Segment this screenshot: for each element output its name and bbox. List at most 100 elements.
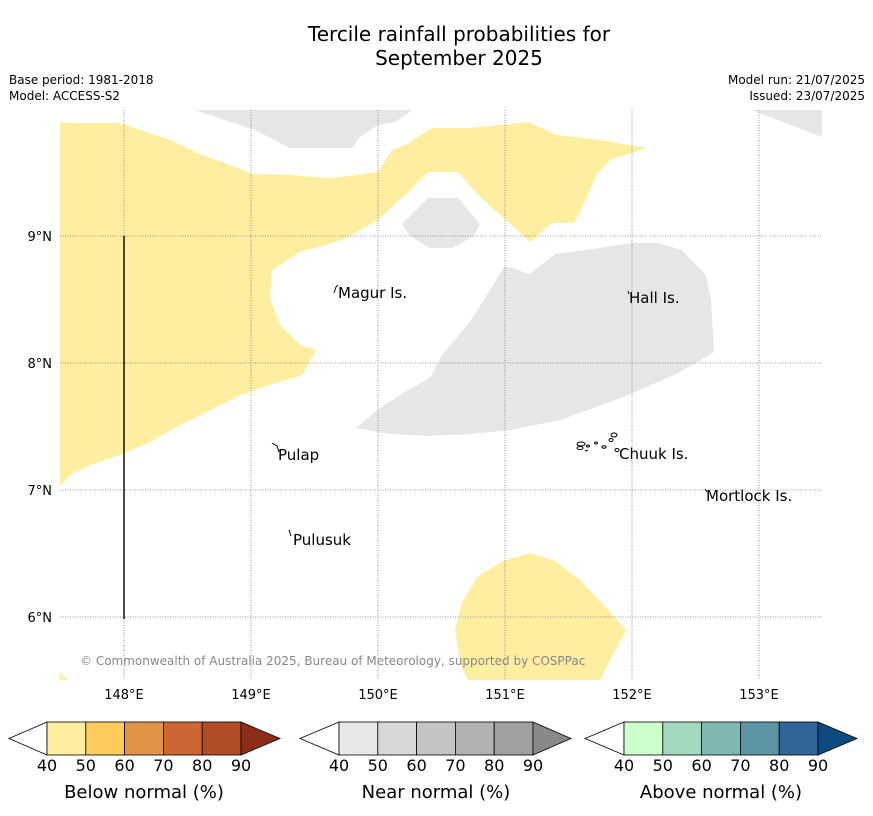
label-mortlock: Mortlock Is.: [706, 487, 792, 505]
lon-label-148: 148°E: [104, 688, 144, 703]
place-labels: Magur Is. Hall Is. Pulap Chuuk Is. Mortl…: [278, 284, 792, 549]
below-normal-region-west: [60, 122, 646, 486]
above-normal-tick-label: 80: [769, 756, 789, 775]
label-magur: Magur Is.: [338, 284, 407, 302]
chuuk-islet: [608, 438, 614, 442]
chuuk-islet: [594, 441, 598, 445]
near-normal-segment: [377, 721, 417, 756]
chuuk-islet: [614, 448, 620, 452]
above-normal-label: Above normal (%): [640, 782, 802, 803]
above-normal-tick-label: 50: [653, 756, 673, 775]
magur-island-shape: [333, 284, 339, 294]
title-line-1: Tercile rainfall probabilities for: [307, 22, 611, 46]
metadata-right: Model run: 21/07/2025 Issued: 23/07/2025: [728, 72, 865, 104]
above-normal-tick-label: 90: [808, 756, 828, 775]
near-normal-tick-label: 70: [445, 756, 465, 775]
lon-label-152: 152°E: [612, 688, 652, 703]
above-normal-segment: [623, 721, 664, 756]
near-normal-segment: [416, 721, 456, 756]
below-normal-tick-label: 70: [153, 756, 173, 775]
near-normal-colorbar: 40 50 60 70 80 90 Near normal (%): [298, 721, 573, 803]
above-normal-colorbar: 40 50 60 70 80 90 Above normal (%): [583, 721, 859, 803]
lon-label-153: 153°E: [739, 688, 779, 703]
below-normal-segment: [124, 721, 164, 756]
above-normal-min-extend: [583, 721, 625, 756]
base-period: Base period: 1981-2018: [9, 73, 154, 87]
below-normal-tick-label: 80: [192, 756, 212, 775]
copyright-notice: © Commonwealth of Australia 2025, Bureau…: [80, 654, 585, 668]
below-normal-segment: [46, 721, 87, 756]
below-normal-tick-label: 90: [231, 756, 251, 775]
lat-label-7n: 7°N: [28, 484, 53, 499]
graticule: [60, 110, 822, 680]
near-normal-segment: [493, 721, 534, 756]
above-normal-segment: [778, 721, 819, 756]
lat-label-8n: 8°N: [28, 357, 53, 372]
chuuk-lagoon-islands: [576, 432, 620, 452]
longitude-labels: 148°E 149°E 150°E 151°E 152°E 153°E: [104, 688, 779, 703]
colorbars: 40 50 60 70 80 90 Below normal (%) 40 50 60 70 80 90…: [7, 721, 859, 803]
near-normal-segment: [454, 721, 495, 756]
below-normal-segment: [201, 721, 242, 756]
near-normal-region-north: [195, 110, 412, 148]
near-normal-max-extend: [532, 721, 573, 756]
near-normal-tick-label: 90: [523, 756, 543, 775]
label-chuuk: Chuuk Is.: [619, 445, 688, 463]
issued-date: Issued: 23/07/2025: [749, 89, 865, 103]
pulusuk-island-shape: [288, 529, 292, 537]
chuuk-islet: [576, 446, 584, 450]
metadata-left: Base period: 1981-2018 Model: ACCESS-S2: [9, 72, 154, 104]
below-normal-tick-label: 60: [114, 756, 134, 775]
chuuk-islet: [601, 445, 607, 449]
below-normal-max-extend: [240, 721, 282, 756]
pulap-island-shape: [271, 442, 280, 453]
near-normal-min-extend: [298, 721, 340, 756]
near-normal-region-center-north: [402, 198, 480, 248]
map-panel: Magur Is. Hall Is. Pulap Chuuk Is. Mortl…: [60, 110, 822, 680]
lat-label-9n: 9°N: [28, 230, 53, 245]
chuuk-islet: [584, 449, 589, 452]
map-title: Tercile rainfall probabilities for Septe…: [0, 22, 873, 70]
chuuk-islet: [586, 444, 590, 448]
below-normal-segment: [85, 721, 126, 756]
below-normal-colorbar: 40 50 60 70 80 90 Below normal (%): [7, 721, 282, 803]
above-normal-tick-label: 40: [614, 756, 634, 775]
above-normal-tick-label: 70: [730, 756, 750, 775]
model-run: Model run: 21/07/2025: [727, 73, 865, 87]
chuuk-islet: [576, 441, 586, 447]
near-normal-tick-label: 60: [406, 756, 426, 775]
lon-label-151: 151°E: [485, 688, 525, 703]
near-normal-tick-label: 40: [329, 756, 349, 775]
above-normal-max-extend: [817, 721, 859, 756]
near-normal-segment: [338, 721, 379, 756]
chuuk-islet: [610, 432, 618, 438]
below-normal-region-south: [455, 553, 626, 680]
latitude-labels: 9°N 8°N 7°N 6°N: [28, 230, 53, 626]
near-normal-tick-label: 80: [484, 756, 504, 775]
islands: [271, 284, 708, 537]
model-name: Model: ACCESS-S2: [9, 89, 121, 103]
lon-label-149: 149°E: [231, 688, 271, 703]
lat-label-6n: 6°N: [28, 611, 53, 626]
near-normal-region-east: [356, 243, 714, 436]
lon-label-150: 150°E: [358, 688, 398, 703]
label-pulusuk: Pulusuk: [293, 531, 351, 549]
near-normal-tick-label: 50: [368, 756, 388, 775]
below-normal-tick-label: 50: [76, 756, 96, 775]
label-pulap: Pulap: [278, 446, 319, 464]
below-normal-region-corner: [60, 672, 68, 680]
title-line-2: September 2025: [375, 46, 543, 70]
near-normal-region-northeast: [752, 110, 822, 137]
above-normal-segment: [740, 721, 780, 756]
near-normal-label: Near normal (%): [362, 782, 511, 803]
below-normal-min-extend: [7, 721, 48, 756]
below-normal-segment: [162, 721, 203, 756]
above-normal-segment: [701, 721, 741, 756]
label-hall: Hall Is.: [629, 289, 680, 307]
mortlock-island-shape: [704, 488, 708, 493]
below-normal-label: Below normal (%): [64, 782, 224, 803]
above-normal-segment: [662, 721, 702, 756]
hall-island-shape: [627, 290, 630, 295]
above-normal-tick-label: 60: [691, 756, 711, 775]
